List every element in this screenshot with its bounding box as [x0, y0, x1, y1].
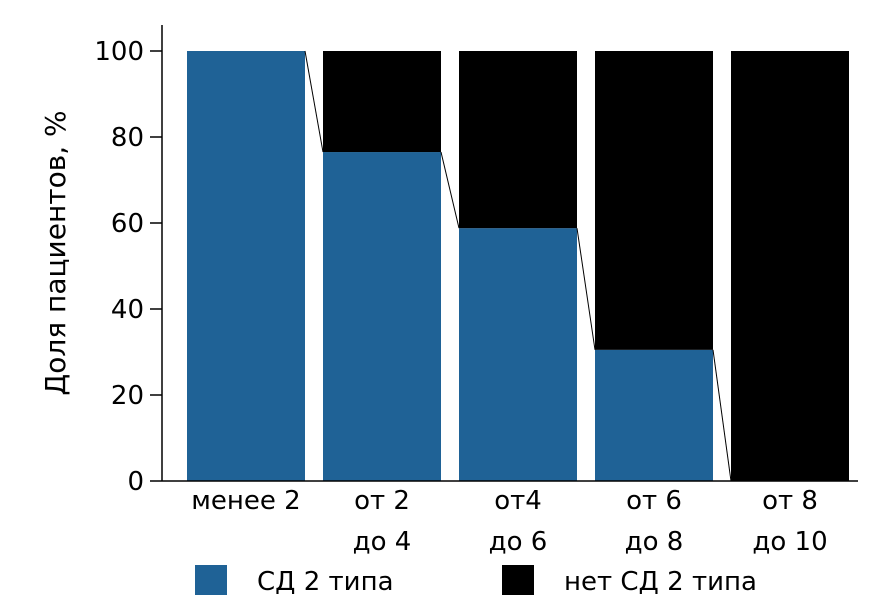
connector-line [440, 151, 460, 229]
bar-series-2-cat-5 [731, 51, 849, 481]
bar-series-2-cat-2 [323, 51, 441, 153]
legend: СД 2 типа нет СД 2 типа [195, 565, 757, 597]
connector-line [576, 228, 596, 350]
x-tick-label: от 6 до 8 [625, 486, 684, 557]
y-tick-label: 0 [127, 467, 144, 497]
y-tick-label: 60 [111, 209, 144, 239]
connector-line [304, 50, 324, 153]
x-tick-label: от 8 до 10 [752, 486, 827, 557]
bar-series-1-cat-4 [595, 349, 713, 481]
y-tick-label: 100 [94, 37, 144, 67]
legend-swatch-series-1 [195, 565, 227, 595]
y-tick-label: 20 [111, 381, 144, 411]
bar-series-2-cat-3 [459, 51, 577, 229]
connector-line [712, 349, 732, 482]
x-tick-labels: менее 2 от 2 до 4 от4 до 6 от 6 до 8 от 8 до 10 [191, 486, 827, 557]
y-axis-title: Доля пациентов, % [39, 110, 72, 395]
legend-label-series-1: СД 2 типа [257, 567, 394, 597]
y-ticks: 0 20 40 60 80 100 [94, 37, 162, 497]
x-tick-label: менее 2 [191, 486, 300, 516]
bar-series-1-cat-2 [323, 152, 441, 482]
x-tick-label: от 2 до 4 [353, 486, 412, 557]
y-tick-label: 40 [111, 295, 144, 325]
legend-label-series-2: нет СД 2 типа [564, 567, 757, 597]
bar-series-1-cat-3 [459, 228, 577, 481]
legend-swatch-series-2 [502, 565, 534, 595]
bar-series-1-cat-1 [187, 51, 305, 481]
bar-series-2-cat-4 [595, 51, 713, 350]
y-tick-label: 80 [111, 123, 144, 153]
x-tick-label: от4 до 6 [489, 486, 548, 557]
bars-group [187, 51, 849, 482]
axes [161, 25, 858, 482]
connector-lines [304, 50, 732, 482]
